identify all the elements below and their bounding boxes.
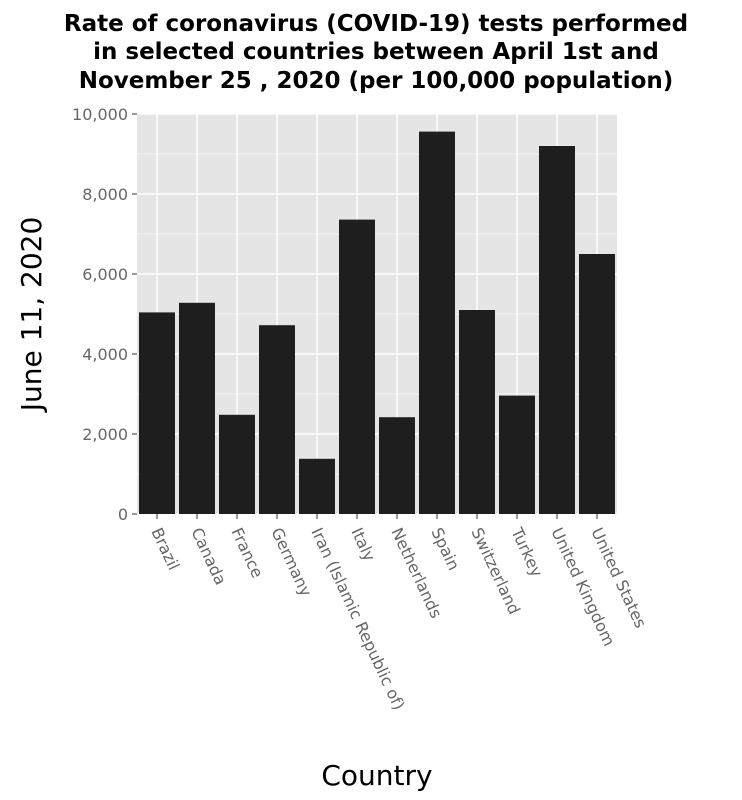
- bar: [139, 312, 175, 514]
- x-tick-label: Turkey: [507, 524, 547, 580]
- y-tick-label: 10,000: [72, 105, 128, 124]
- y-axis-title: June 11, 2020: [15, 217, 48, 414]
- chart-title-line-2: in selected countries between April 1st …: [93, 39, 659, 65]
- y-tick-label: 6,000: [82, 265, 128, 284]
- y-tick-label: 4,000: [82, 345, 128, 364]
- y-tick-label: 8,000: [82, 185, 128, 204]
- x-tick-label: Germany: [267, 525, 315, 600]
- bar: [579, 254, 615, 514]
- bar: [179, 302, 215, 514]
- bars: [139, 131, 615, 514]
- chart-title-line-1: Rate of coronavirus (COVID-19) tests per…: [64, 11, 688, 37]
- bar: [299, 458, 335, 514]
- y-axis: 0 2,000 4,000 6,000 8,000 10,000: [72, 105, 137, 524]
- x-axis-title: Country: [321, 759, 432, 792]
- x-tick-label: Italy: [347, 525, 379, 564]
- bar: [379, 417, 415, 514]
- bar: [339, 219, 375, 514]
- x-tick-label: France: [227, 525, 267, 581]
- bar: [419, 131, 455, 514]
- chart-title: Rate of coronavirus (COVID-19) tests per…: [64, 11, 688, 94]
- bar: [539, 146, 575, 514]
- bar: [219, 414, 255, 514]
- chart-title-line-3: November 25 , 2020 (per 100,000 populati…: [79, 68, 674, 94]
- y-tick-label: 0: [118, 505, 128, 524]
- x-tick-label: Spain: [427, 525, 463, 574]
- bar: [459, 310, 495, 514]
- bar: [499, 395, 535, 514]
- x-tick-label: Canada: [187, 525, 230, 588]
- y-tick-label: 2,000: [82, 425, 128, 444]
- bar: [259, 325, 295, 514]
- x-tick-label: Brazil: [147, 525, 183, 574]
